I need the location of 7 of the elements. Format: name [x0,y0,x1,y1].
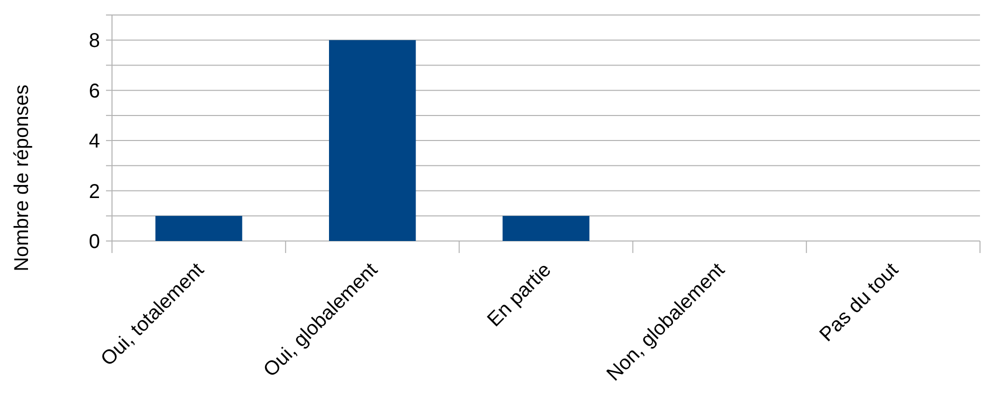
y-tick-label: 2 [88,180,100,203]
y-tick-label: 0 [88,231,100,253]
y-tick-label: 8 [88,30,100,52]
y-tick-label: 4 [88,130,100,153]
y-tick-label: 6 [88,80,100,102]
x-tick-label: Pas du tout [816,258,904,346]
y-axis-title: Nombre de réponses [11,84,33,272]
